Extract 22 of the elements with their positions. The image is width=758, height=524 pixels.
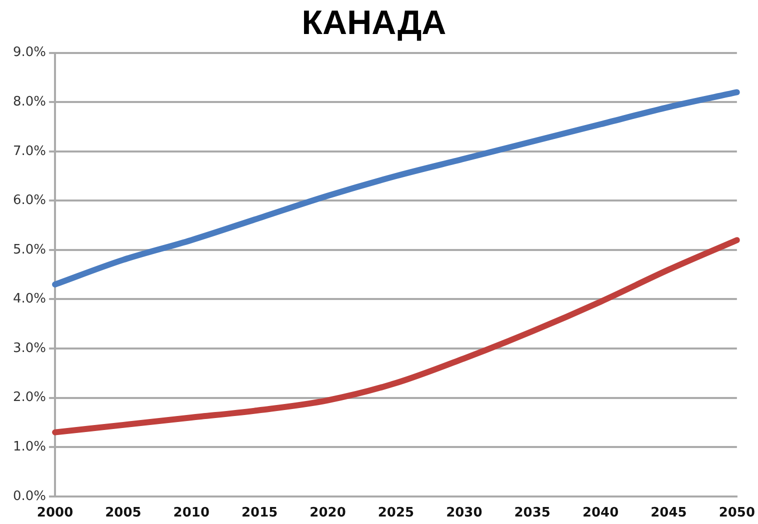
x-tick-label: 2035 bbox=[514, 506, 550, 521]
y-tick-label: 9.0% bbox=[12, 45, 46, 60]
x-tick-label: 2020 bbox=[310, 506, 346, 521]
y-tick-label: 6.0% bbox=[12, 193, 46, 208]
y-tick-label: 2.0% bbox=[12, 390, 46, 406]
y-tick-label: 4.0% bbox=[12, 292, 46, 307]
x-tick-label: 2040 bbox=[582, 506, 619, 521]
x-tick-label: 2030 bbox=[446, 506, 482, 521]
y-tick-label: 7.0% bbox=[12, 144, 46, 159]
x-tick-label: 2050 bbox=[718, 506, 756, 521]
x-tick-label: 2045 bbox=[650, 506, 687, 521]
y-tick-label: 1.0% bbox=[12, 439, 46, 454]
y-tick-label: 0.0% bbox=[12, 488, 46, 504]
x-tick-label: 2005 bbox=[105, 506, 142, 521]
x-tick-label: 2010 bbox=[173, 506, 210, 521]
x-tick-label: 2000 bbox=[36, 506, 74, 521]
y-tick-label: 5.0% bbox=[12, 242, 46, 258]
y-tick-label: 3.0% bbox=[12, 340, 46, 356]
x-tick-label: 2015 bbox=[242, 506, 278, 521]
y-tick-label: 8.0% bbox=[12, 94, 46, 110]
chart-title: КАНАДА bbox=[302, 4, 446, 42]
x-tick-label: 2025 bbox=[378, 506, 414, 521]
